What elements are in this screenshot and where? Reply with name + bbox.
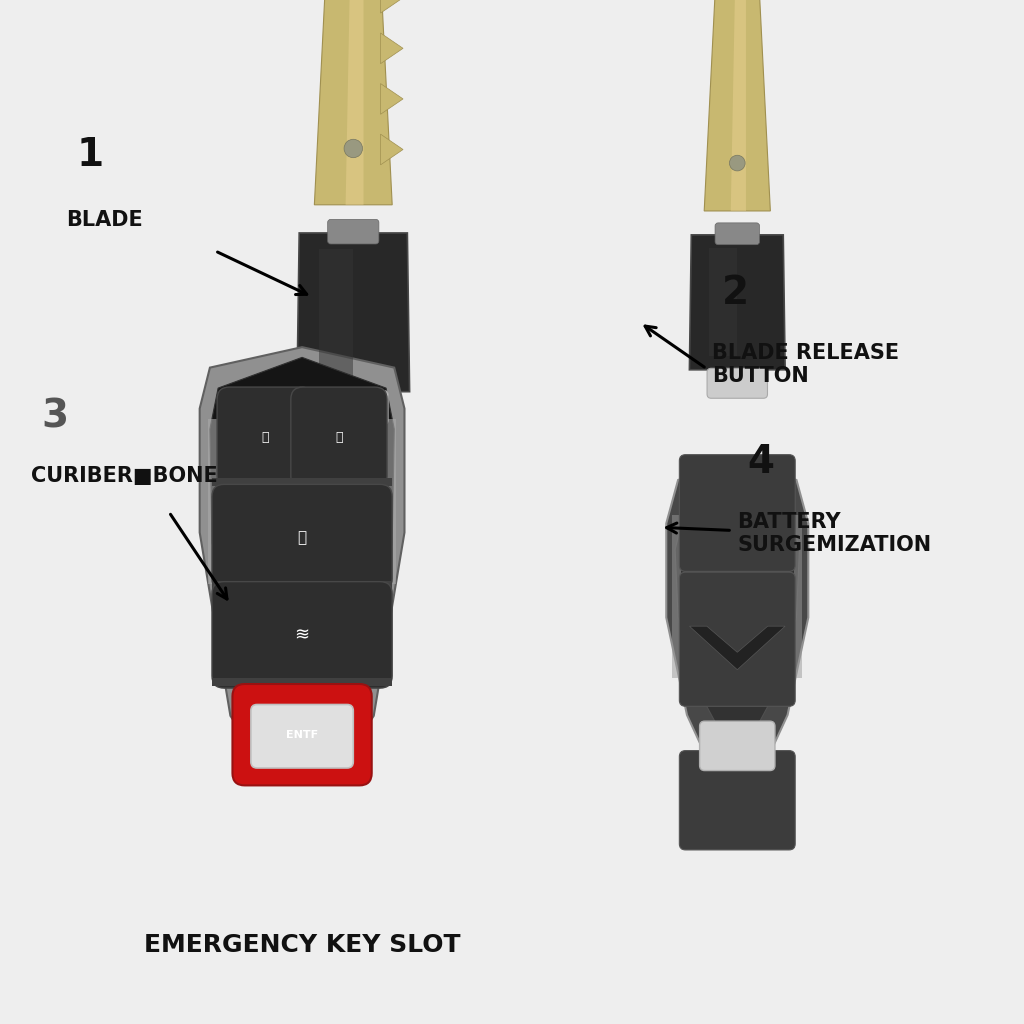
Polygon shape	[705, 0, 770, 211]
Polygon shape	[675, 471, 800, 741]
Polygon shape	[208, 419, 220, 584]
FancyBboxPatch shape	[212, 484, 392, 591]
Text: 🔓: 🔓	[335, 431, 343, 443]
Polygon shape	[381, 33, 403, 63]
Text: 3: 3	[41, 397, 68, 435]
Text: BLADE RELEASE
BUTTON: BLADE RELEASE BUTTON	[712, 343, 899, 386]
Polygon shape	[731, 0, 745, 211]
Text: EMERGENCY KEY SLOT: EMERGENCY KEY SLOT	[143, 934, 461, 957]
Polygon shape	[672, 515, 681, 678]
Polygon shape	[319, 249, 353, 376]
Text: 🔒: 🔒	[261, 431, 269, 443]
FancyBboxPatch shape	[318, 390, 388, 424]
Polygon shape	[381, 0, 403, 13]
Polygon shape	[794, 515, 803, 678]
FancyBboxPatch shape	[212, 678, 392, 686]
FancyBboxPatch shape	[715, 223, 760, 245]
FancyBboxPatch shape	[232, 684, 372, 785]
Polygon shape	[689, 234, 785, 370]
FancyBboxPatch shape	[212, 582, 392, 688]
FancyBboxPatch shape	[251, 705, 353, 768]
Polygon shape	[689, 626, 785, 670]
Circle shape	[344, 139, 362, 158]
Polygon shape	[297, 232, 410, 391]
Text: 1: 1	[77, 136, 103, 174]
Polygon shape	[709, 249, 737, 356]
Circle shape	[729, 156, 745, 171]
Text: 4: 4	[748, 443, 774, 481]
FancyBboxPatch shape	[699, 721, 775, 770]
FancyBboxPatch shape	[707, 369, 768, 398]
Text: BLADE: BLADE	[67, 210, 143, 230]
FancyBboxPatch shape	[217, 387, 313, 488]
FancyBboxPatch shape	[679, 455, 796, 571]
Polygon shape	[345, 0, 364, 205]
FancyBboxPatch shape	[328, 219, 379, 244]
Text: ENTF: ENTF	[286, 730, 318, 740]
Polygon shape	[381, 134, 403, 165]
Polygon shape	[381, 84, 403, 115]
Polygon shape	[200, 347, 404, 777]
FancyBboxPatch shape	[679, 751, 796, 850]
Polygon shape	[667, 463, 808, 776]
FancyBboxPatch shape	[291, 387, 387, 488]
Polygon shape	[384, 419, 396, 584]
Polygon shape	[314, 0, 392, 205]
Text: BATTERY
SURGEMIZATION: BATTERY SURGEMIZATION	[737, 512, 932, 555]
Text: 2: 2	[722, 274, 749, 312]
Text: ≋: ≋	[295, 626, 309, 644]
FancyBboxPatch shape	[212, 478, 392, 486]
Text: 🔓: 🔓	[298, 530, 306, 545]
FancyBboxPatch shape	[212, 581, 392, 589]
Polygon shape	[210, 357, 394, 726]
Text: CURIBER■BONE: CURIBER■BONE	[31, 466, 217, 486]
FancyBboxPatch shape	[679, 572, 796, 707]
